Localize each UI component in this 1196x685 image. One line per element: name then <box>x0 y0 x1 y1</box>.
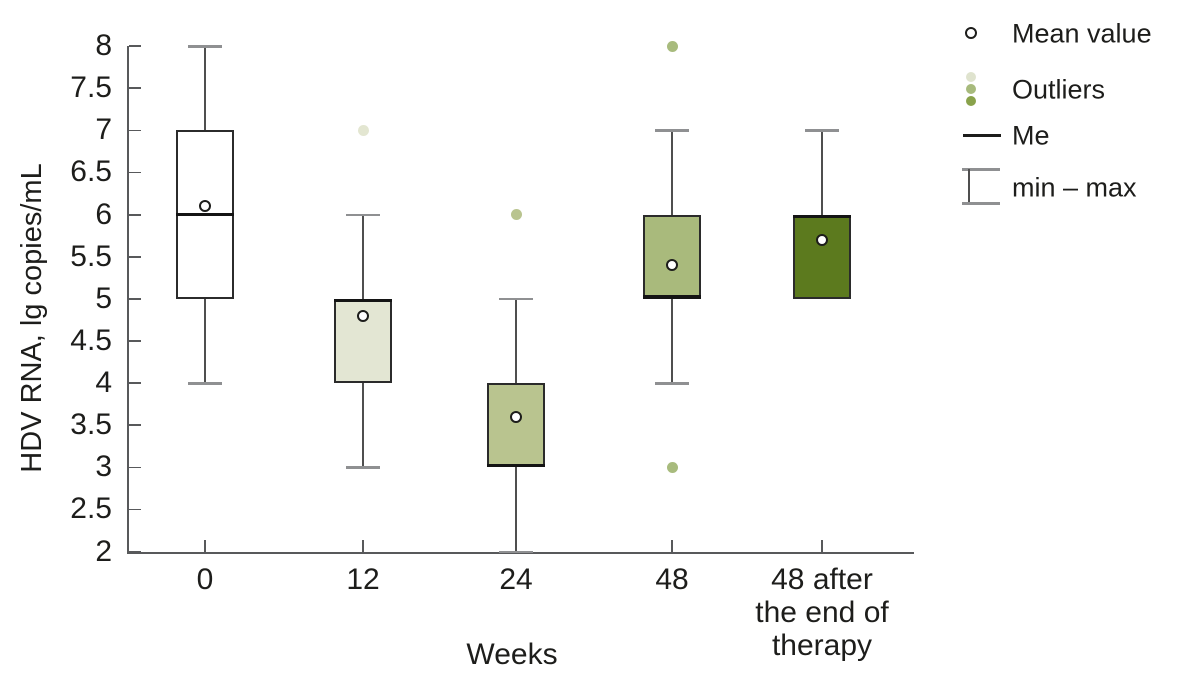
whisker-stem-upper <box>821 130 823 215</box>
legend-label-min-max: min – max <box>1012 172 1137 203</box>
y-tick <box>129 129 141 132</box>
y-tick <box>129 255 141 258</box>
y-axis-line <box>127 46 129 554</box>
whisker-cap-max <box>346 213 380 216</box>
x-tick-label: 48 after the end of therapy <box>755 562 889 662</box>
box <box>643 214 701 299</box>
median-line <box>487 463 545 468</box>
median-line-icon <box>963 134 1001 137</box>
y-tick <box>129 382 141 385</box>
mean-marker <box>666 259 678 272</box>
box <box>793 214 851 299</box>
whisker-stem-lower <box>362 383 364 468</box>
x-tick-label: 48 <box>655 562 689 596</box>
whisker-stem-upper <box>515 298 517 383</box>
y-tick-label: 8 <box>95 29 112 62</box>
x-tick <box>671 539 673 552</box>
outlier-dot-medium-icon <box>966 84 976 94</box>
y-tick-label: 5.5 <box>70 239 112 273</box>
x-tick-label: 24 <box>499 562 533 596</box>
x-axis-title: Weeks <box>466 638 558 671</box>
y-tick <box>129 298 141 300</box>
whisker-stem-lower <box>204 298 206 383</box>
y-tick-label: 7.5 <box>70 71 112 105</box>
y-tick-label: 4.5 <box>70 323 112 357</box>
y-tick-label: 7 <box>95 113 112 147</box>
whisker-cap-min <box>188 382 222 385</box>
outlier-dot-light-icon <box>966 72 976 82</box>
y-tick <box>129 466 141 469</box>
whisker-cap-min <box>499 550 533 553</box>
whisker-stem-upper <box>362 214 364 299</box>
whisker-cap-min <box>655 382 689 385</box>
median-line <box>793 214 851 218</box>
y-tick-label: 4 <box>95 366 112 399</box>
mean-marker <box>199 200 211 213</box>
y-tick-label: 2.5 <box>70 492 112 526</box>
whisker-stem-upper <box>671 130 673 215</box>
y-tick <box>129 508 141 511</box>
minmax-whisker-icon <box>968 169 970 203</box>
y-tick <box>129 550 141 553</box>
median-line <box>176 212 234 217</box>
outlier-dot <box>666 461 678 473</box>
mean-marker <box>510 410 522 423</box>
minmax-whisker-icon <box>962 168 1000 171</box>
legend-label-mean-value: Mean value <box>1012 18 1152 49</box>
whisker-stem-lower <box>515 467 517 552</box>
mean-value-icon <box>965 27 977 39</box>
whisker-cap-min <box>346 466 380 469</box>
legend-label-outliers: Outliers <box>1012 74 1106 105</box>
y-tick-label: 3.5 <box>70 408 112 442</box>
minmax-whisker-icon <box>962 202 1000 205</box>
whisker-cap-max <box>655 129 689 132</box>
whisker-cap-max <box>188 45 222 48</box>
outlier-dot <box>666 40 678 52</box>
x-tick <box>362 539 364 552</box>
box <box>487 383 545 468</box>
mean-marker <box>357 309 369 322</box>
y-tick <box>129 213 141 216</box>
mean-marker <box>816 233 828 246</box>
y-tick-label: 3 <box>95 450 112 484</box>
outlier-dot <box>357 124 369 136</box>
whisker-stem-lower <box>671 298 673 383</box>
x-tick-label: 12 <box>346 562 380 596</box>
whisker-cap-max <box>805 129 839 132</box>
x-tick <box>821 539 823 552</box>
outlier-dot-dark-icon <box>966 96 976 106</box>
y-tick-label: 6 <box>95 197 112 231</box>
y-tick-label: 5 <box>95 281 112 315</box>
outlier-dot <box>510 209 522 220</box>
median-line <box>334 298 392 303</box>
legend-label-me: Me <box>1012 120 1050 151</box>
whisker-stem-upper <box>204 46 206 131</box>
y-tick-label: 2 <box>95 534 112 568</box>
y-tick <box>129 45 141 48</box>
x-tick <box>204 539 206 552</box>
y-tick <box>129 171 141 174</box>
x-tick-label: 0 <box>196 562 214 596</box>
y-tick <box>129 87 141 90</box>
y-tick <box>129 424 141 427</box>
median-line <box>643 295 701 299</box>
y-tick <box>129 340 141 342</box>
y-tick-label: 6.5 <box>70 155 112 189</box>
whisker-cap-max <box>499 297 533 301</box>
